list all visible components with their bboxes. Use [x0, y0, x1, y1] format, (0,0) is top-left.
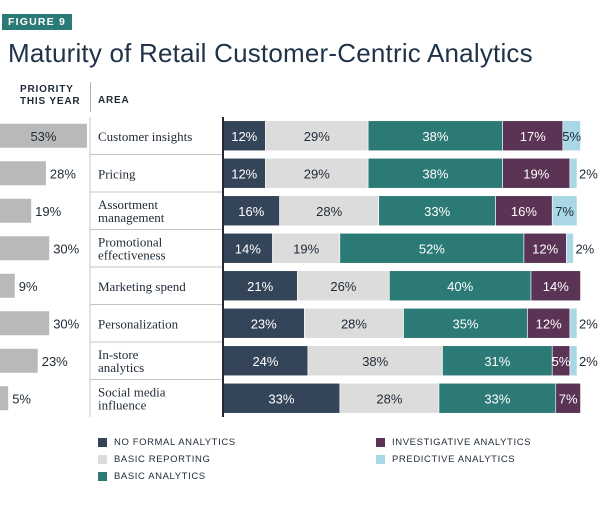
- bar-segment-basic-reporting: [339, 382, 440, 414]
- area-label: Customer insights: [98, 129, 192, 144]
- bar-segment-basic-analytics: [367, 157, 503, 189]
- bar-value-label: 28%: [376, 391, 402, 406]
- bar-segment-basic-analytics: [378, 195, 496, 227]
- bar-value-label: 40%: [447, 279, 473, 294]
- bar-segment-no-formal: [222, 270, 298, 302]
- bar-value-label: 28%: [341, 316, 367, 331]
- bar-value-label: 19%: [523, 166, 549, 181]
- bar-value-label: 5%: [562, 129, 581, 144]
- bar-value-label: 7%: [555, 204, 574, 219]
- bar-segment-investigative: [502, 120, 564, 152]
- bar-value-label: 2%: [579, 354, 598, 369]
- bar-value-label: 14%: [235, 241, 261, 256]
- area-label: Marketing spend: [98, 279, 186, 294]
- figure-label: FIGURE 9: [2, 14, 73, 30]
- bar-segment-basic-reporting: [272, 232, 341, 264]
- area-label: In-store analytics: [98, 347, 144, 375]
- bar-value-label: 16%: [238, 204, 264, 219]
- header-divider: [90, 82, 91, 112]
- bar-segment-investigative: [530, 270, 581, 302]
- priority-label: 9%: [19, 279, 38, 294]
- area-column-header: AREA: [98, 95, 130, 106]
- bar-segment-predictive: [566, 232, 574, 264]
- area-label: Pricing: [98, 166, 136, 181]
- bar-value-label: 26%: [330, 279, 356, 294]
- bar-value-label: 23%: [251, 316, 277, 331]
- bar-segment-no-formal: [222, 195, 280, 227]
- bar-value-label: 14%: [543, 279, 569, 294]
- bar-value-label: 38%: [422, 166, 448, 181]
- area-label: Personalization: [98, 316, 179, 331]
- bar-value-label: 38%: [422, 129, 448, 144]
- bar-segment-investigative: [555, 382, 581, 414]
- bar-value-label: 19%: [293, 241, 319, 256]
- bar-value-label: 29%: [304, 129, 330, 144]
- area-label: Promotional effectiveness: [98, 234, 166, 262]
- bar-segment-predictive: [569, 307, 578, 339]
- bar-segment-investigative: [502, 157, 571, 189]
- bar-segment-predictive: [569, 345, 578, 377]
- bar-segment-basic-reporting: [265, 120, 369, 152]
- bar-value-label: 2%: [579, 316, 598, 331]
- bar-segment-basic-analytics: [403, 307, 528, 339]
- bar-segment-predictive: [569, 157, 578, 189]
- bar-value-label: 12%: [231, 166, 257, 181]
- bar-value-label: 5%: [552, 354, 571, 369]
- bar-value-label: 52%: [419, 241, 445, 256]
- bar-value-label: 28%: [316, 204, 342, 219]
- bar-value-label: 33%: [424, 204, 450, 219]
- bar-value-label: 33%: [484, 391, 510, 406]
- bar-value-label: 31%: [484, 354, 510, 369]
- bar-value-label: 2%: [575, 241, 594, 256]
- priority-label: 30%: [53, 316, 79, 331]
- bar-segment-no-formal: [222, 307, 305, 339]
- bar-segment-predictive: [551, 195, 578, 227]
- bar-segment-basic-analytics: [339, 232, 525, 264]
- priority-bar: [0, 161, 46, 186]
- bar-segment-basic-analytics: [438, 382, 557, 414]
- bar-value-label: 33%: [268, 391, 294, 406]
- bar-value-label: 35%: [452, 316, 478, 331]
- bar-value-label: 12%: [231, 129, 257, 144]
- bar-segment-predictive: [562, 120, 581, 152]
- bar-value-label: 12%: [536, 316, 562, 331]
- priority-bar: [0, 348, 38, 373]
- area-label: Social media influence: [98, 384, 166, 412]
- priority-label: 53%: [30, 129, 56, 144]
- bar-value-label: 24%: [252, 354, 278, 369]
- chart-title: Maturity of Retail Customer-Centric Anal…: [8, 38, 533, 68]
- priority-label: 28%: [50, 166, 76, 181]
- priority-bar: [0, 386, 9, 411]
- priority-bar: [0, 273, 15, 298]
- bar-value-label: 16%: [511, 204, 537, 219]
- priority-bar: [0, 236, 50, 261]
- bar-segment-basic-analytics: [389, 270, 532, 302]
- bar-segment-basic-reporting: [304, 307, 404, 339]
- bar-value-label: 21%: [247, 279, 273, 294]
- bar-segment-basic-analytics: [367, 120, 503, 152]
- priority-column-header: PRIORITY THIS YEAR: [20, 84, 81, 107]
- bar-value-label: 29%: [304, 166, 330, 181]
- priority-label: 30%: [53, 241, 79, 256]
- bar-segment-no-formal: [222, 232, 273, 264]
- bar-value-label: 7%: [559, 391, 578, 406]
- bar-value-label: 2%: [579, 166, 598, 181]
- bar-segment-no-formal: [222, 157, 266, 189]
- bar-value-label: 12%: [532, 241, 558, 256]
- priority-bar: [0, 198, 32, 223]
- priority-label: 5%: [12, 391, 31, 406]
- priority-label: 23%: [42, 354, 68, 369]
- priority-bar: [0, 123, 87, 148]
- bar-value-label: 38%: [362, 354, 388, 369]
- area-label: Assortment management: [98, 197, 165, 225]
- bar-segment-no-formal: [222, 345, 309, 377]
- bar-segment-investigative: [495, 195, 553, 227]
- priority-label: 19%: [35, 204, 61, 219]
- bar-segment-investigative: [523, 232, 567, 264]
- priority-bar: [0, 311, 50, 336]
- bar-value-label: 17%: [520, 129, 546, 144]
